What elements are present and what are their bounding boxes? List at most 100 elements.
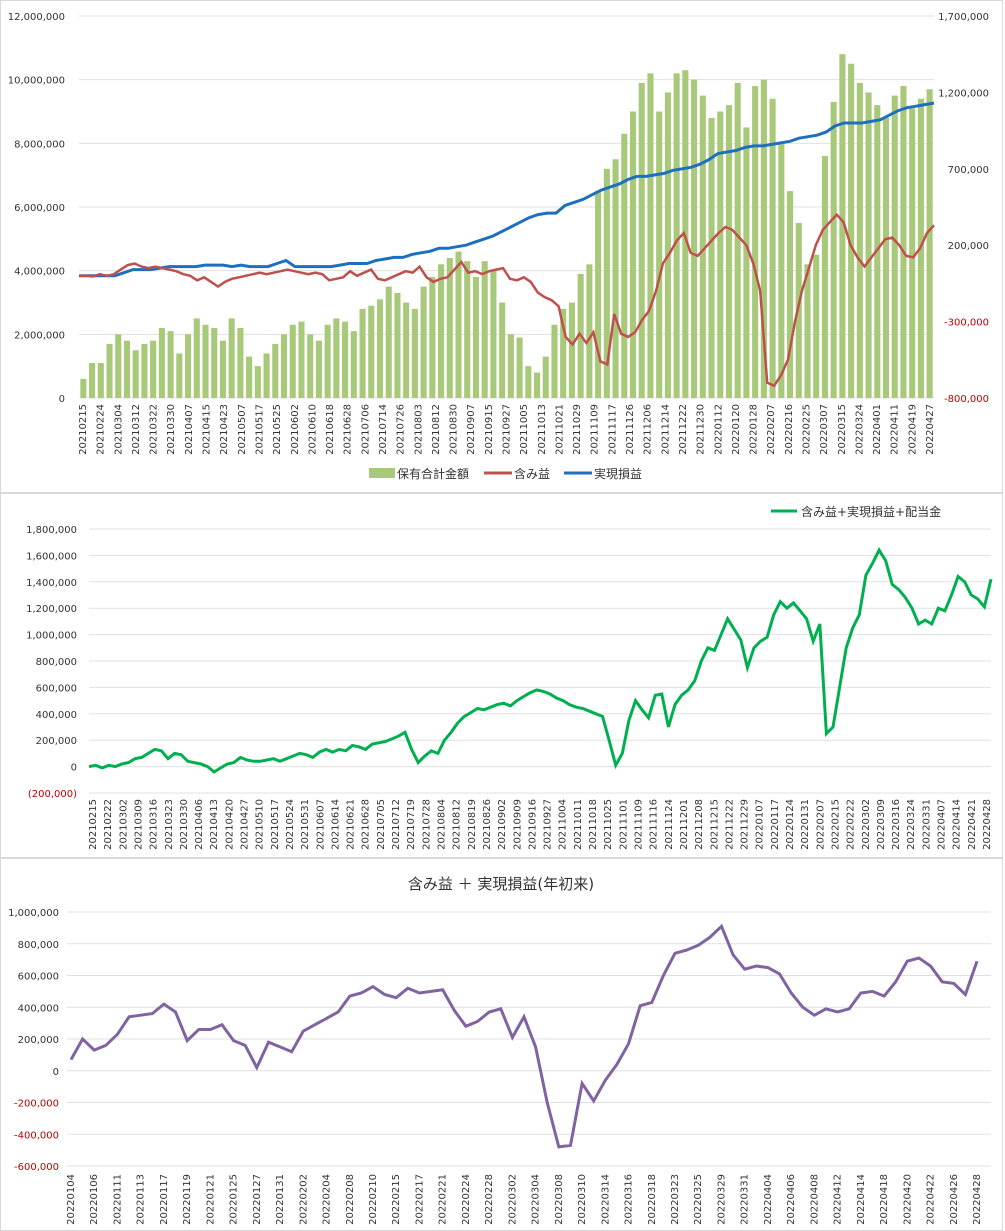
holdings-bar	[595, 191, 602, 398]
realized-pnl-line	[79, 101, 935, 278]
x-tick-label: 20210302	[118, 799, 129, 850]
x-tick-label: 20210407	[184, 404, 195, 455]
y-tick-label: 0	[53, 1067, 59, 1078]
x-tick-label: 20220314	[600, 1174, 611, 1225]
holdings-bar	[89, 362, 96, 398]
holdings-bar	[298, 321, 305, 398]
x-tick-label: 20220117	[159, 1174, 170, 1225]
x-tick-label: 20210907	[466, 404, 477, 455]
x-tick-label: 20211126	[625, 404, 636, 455]
holdings-bar	[237, 327, 244, 398]
holdings-bar	[193, 318, 200, 398]
holdings-bar	[760, 79, 767, 399]
holdings-bar	[185, 334, 192, 398]
holdings-bar	[420, 286, 427, 398]
total-pnl-dividend-chart: (200,000) 0 200,000 400,000 600,000 800,000 1,…	[0, 493, 1003, 858]
x-tick-label: 20220309	[876, 799, 887, 850]
left-y-tick-label: 0	[59, 394, 65, 405]
x-tick-label: 20210719	[406, 799, 417, 850]
x-tick-label: 20211229	[740, 799, 751, 850]
x-tick-label: 20210826	[482, 799, 493, 850]
x-tick-label: 20220207	[766, 404, 777, 455]
holdings-bar	[289, 324, 296, 398]
left-y-tick-label: 10,000,000	[8, 76, 65, 87]
x-tick-label: 20220331	[921, 799, 932, 850]
holdings-bar	[621, 133, 628, 399]
x-tick-label: 20220202	[298, 1174, 309, 1225]
x-tick-label: 20210618	[325, 404, 336, 455]
x-tick-label: 20220426	[949, 1174, 960, 1225]
holdings-bar	[691, 79, 698, 399]
holdings-bar	[315, 340, 322, 398]
x-tick-label: 20220127	[252, 1174, 263, 1225]
x-tick-label: 20220131	[275, 1174, 286, 1225]
holdings-bar	[542, 356, 549, 398]
x-tick-label: 20220325	[693, 1174, 704, 1225]
holdings-bar	[376, 299, 384, 398]
x-tick-label: 20210420	[224, 799, 235, 850]
x-tick-label: 20210413	[209, 799, 220, 850]
x-tick-label: 20220302	[861, 799, 872, 850]
x-tick-label: 20220414	[856, 1174, 867, 1225]
x-tick-label: 20210902	[497, 799, 508, 850]
legend-swatch-holdings	[369, 468, 395, 478]
x-tick-label: 20210705	[376, 799, 387, 850]
holdings-bar	[769, 98, 776, 399]
x-tick-label: 20210517	[254, 404, 265, 455]
x-tick-label: 20220111	[112, 1174, 123, 1225]
x-tick-label: 20220331	[740, 1174, 751, 1225]
x-tick-label: 20210423	[219, 404, 230, 455]
left-y-tick-label: 4,000,000	[14, 267, 65, 278]
ytd-pnl-chart: 含み益 ＋ 実現損益(年初来) -600,000 -400,000 -200,000 0…	[0, 858, 1003, 1231]
y-tick-label: 200,000	[18, 1035, 59, 1046]
x-tick-label: 20211029	[572, 404, 583, 455]
x-tick-label: 20210517	[270, 799, 281, 850]
x-tick-label: 20210323	[164, 799, 175, 850]
holdings-bar	[455, 251, 462, 398]
holdings-bar	[499, 302, 506, 398]
x-tick-label: 20220221	[438, 1174, 449, 1225]
holdings-bar	[472, 277, 480, 398]
ytd-pnl-line	[69, 923, 979, 1149]
x-tick-label: 20210316	[149, 799, 160, 850]
y-tick-label: (200,000)	[28, 789, 77, 800]
holdings-bar	[132, 350, 139, 398]
x-tick-label: 20210330	[166, 404, 177, 455]
x-tick-label: 20211124	[664, 799, 675, 850]
holdings-bar	[202, 324, 209, 398]
x-tick-label: 20210726	[396, 404, 407, 455]
x-tick-label: 20211222	[678, 404, 689, 455]
holdings-bar	[882, 117, 890, 398]
y-tick-label: -600,000	[14, 1162, 59, 1173]
x-tick-label: 20211215	[709, 799, 720, 850]
holdings-bar	[385, 286, 392, 398]
x-tick-label: 20220428	[972, 1174, 983, 1225]
holdings-bar	[307, 334, 314, 398]
x-tick-label: 20211004	[558, 799, 569, 850]
x-tick-label: 20210524	[285, 799, 296, 850]
y-tick-label: 200,000	[36, 736, 77, 747]
x-tick-label: 20211206	[643, 404, 654, 455]
holdings-bar	[926, 89, 933, 398]
x-tick-label: 20210714	[378, 404, 389, 455]
holdings-bar	[211, 327, 218, 398]
x-tick-label: 20210602	[290, 404, 301, 455]
unrealized-pnl-line	[79, 212, 935, 388]
holdings-bar	[263, 353, 270, 398]
total-pnl-line	[88, 547, 993, 774]
y-tick-label: 400,000	[36, 710, 77, 721]
x-tick-label: 20210706	[360, 404, 371, 455]
holdings-bar	[647, 73, 654, 399]
x-tick-label: 20220419	[907, 404, 918, 455]
holdings-bar	[464, 261, 471, 398]
legend-label-unrealized: 含み益	[514, 466, 550, 481]
x-tick-label: 20211013	[537, 404, 548, 455]
x-tick-label: 20210309	[133, 799, 144, 850]
x-tick-label: 20220304	[531, 1174, 542, 1225]
x-tick-label: 20220427	[925, 404, 936, 455]
x-tick-label: 20210712	[391, 799, 402, 850]
holdings-bar	[743, 127, 750, 399]
holdings-bar	[891, 95, 898, 398]
x-tick-label: 20211109	[590, 404, 601, 455]
y-tick-label: 800,000	[36, 657, 77, 668]
